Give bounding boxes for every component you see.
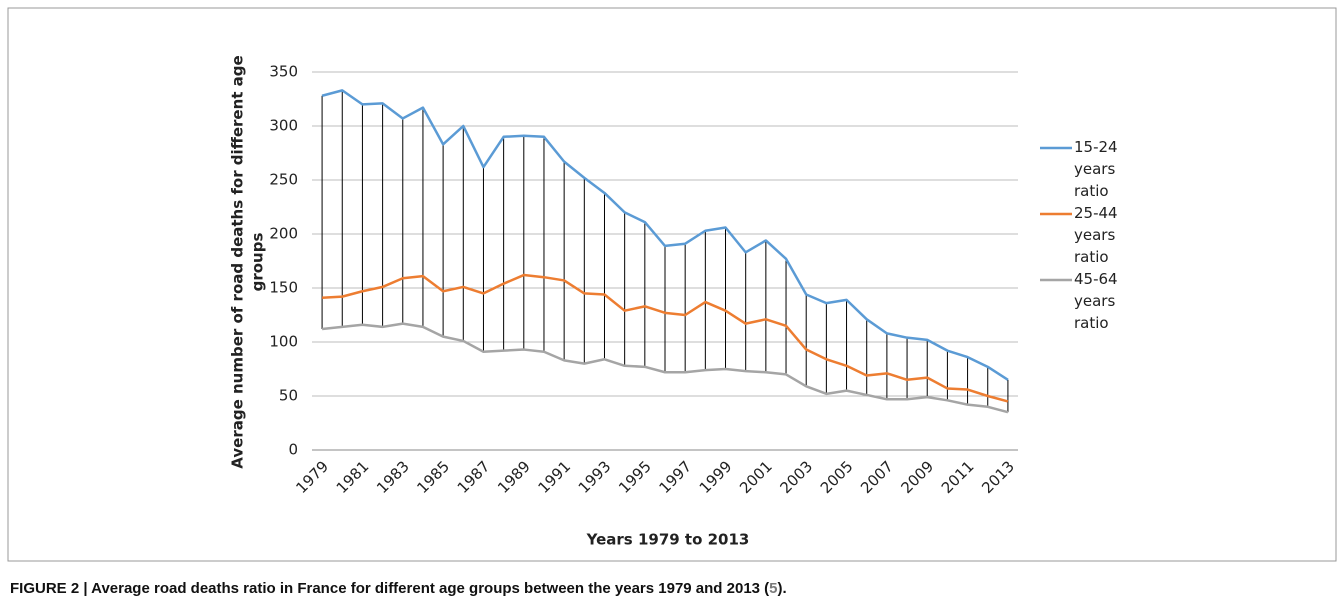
x-tick-label: 1985 <box>413 457 453 497</box>
series-line <box>321 89 1009 381</box>
x-tick-label: 1981 <box>333 457 373 497</box>
x-tick-label: 2009 <box>898 457 938 497</box>
series-line <box>321 322 1009 414</box>
chart-frame <box>7 7 1337 562</box>
x-tick-label: 1993 <box>575 457 615 497</box>
x-tick-label: 1997 <box>655 457 695 497</box>
x-tick-label: 1991 <box>534 457 574 497</box>
chart: Years 1979 to 2013 Average number of roa… <box>7 7 1337 562</box>
y-tick-label: 150 <box>269 279 298 297</box>
x-tick-label: 2007 <box>857 457 897 497</box>
x-tick-label: 1989 <box>494 457 534 497</box>
caption: FIGURE 2 | Average road deaths ratio in … <box>10 580 787 597</box>
caption-end: ). <box>777 580 787 597</box>
x-tick-label: 1995 <box>615 457 655 497</box>
caption-text: Average road deaths ratio in France for … <box>91 580 770 597</box>
y-tick-label: 100 <box>269 333 298 351</box>
x-axis-title: Years 1979 to 2013 <box>586 531 750 549</box>
legend-label: 25-44 years ratio <box>1074 204 1118 266</box>
x-tick-label: 2003 <box>776 457 816 497</box>
y-tick-label: 50 <box>279 387 298 405</box>
x-tick-label: 1999 <box>696 457 736 497</box>
x-tick-label: 1979 <box>292 457 332 497</box>
legend-label-box: 25-44 years ratio <box>1074 204 1118 266</box>
y-axis-title: Average number of road deaths for differ… <box>229 55 247 468</box>
y-tick-label: 300 <box>269 117 298 135</box>
y-tick-label: 0 <box>288 441 298 459</box>
x-tick-label: 2001 <box>736 457 776 497</box>
caption-ref[interactable]: 5 <box>769 580 778 597</box>
y-tick-label: 350 <box>269 63 298 81</box>
x-tick-label: 1983 <box>373 457 413 497</box>
legend-label: 15-24 years ratio <box>1074 138 1118 200</box>
series-line <box>322 273 1009 403</box>
x-tick-label: 1987 <box>454 457 494 497</box>
caption-label: FIGURE 2 <box>10 580 80 597</box>
legend-label-box: 15-24 years ratio <box>1074 138 1118 200</box>
legend-label: 45-64 years ratio <box>1074 270 1118 332</box>
y-tick-label: 250 <box>269 171 298 189</box>
y-axis-title: groups <box>249 233 267 292</box>
y-tick-label: 200 <box>269 225 298 243</box>
x-tick-label: 2013 <box>978 457 1018 497</box>
legend-label-box: 45-64 years ratio <box>1074 270 1118 332</box>
x-tick-label: 2005 <box>817 457 857 497</box>
x-tick-label: 2011 <box>938 457 978 497</box>
